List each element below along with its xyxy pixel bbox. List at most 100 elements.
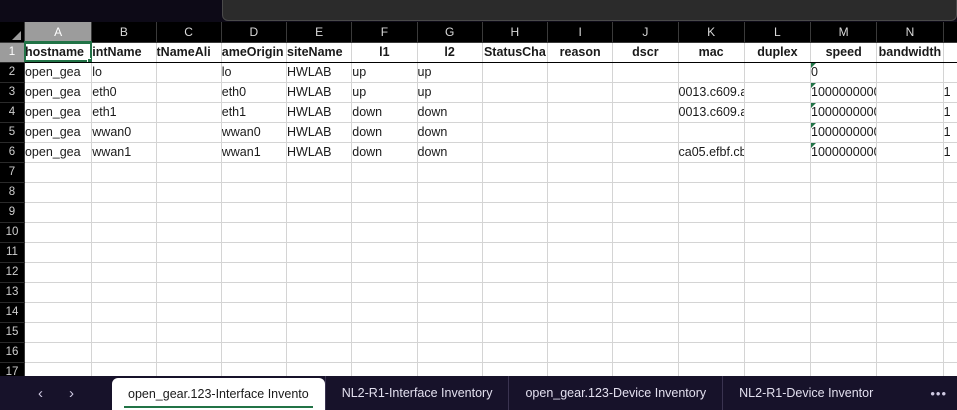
cell-i9[interactable] [547, 202, 614, 223]
cell-b4[interactable]: eth1 [91, 102, 157, 123]
cell-m7[interactable] [810, 162, 878, 183]
cell-i7[interactable] [547, 162, 614, 183]
cell-k13[interactable] [678, 282, 745, 303]
cell-d3[interactable]: eth0 [221, 82, 288, 103]
header-cell-j1[interactable]: dscr [612, 42, 679, 63]
cell-o13[interactable] [943, 282, 957, 303]
cell-b2[interactable]: lo [91, 62, 157, 83]
cell-c4[interactable] [156, 102, 222, 123]
cell-j2[interactable] [612, 62, 679, 83]
header-cell-m1[interactable]: speed [810, 42, 878, 63]
prev-sheet-icon[interactable]: ‹ [38, 384, 43, 402]
header-cell-b1[interactable]: intName [91, 42, 157, 63]
cell-h11[interactable] [482, 242, 549, 263]
cell-f8[interactable] [351, 182, 418, 203]
cell-b11[interactable] [91, 242, 157, 263]
cell-d13[interactable] [221, 282, 288, 303]
cell-f15[interactable] [351, 322, 418, 343]
cell-h6[interactable] [482, 142, 549, 163]
cell-f4[interactable]: down [351, 102, 418, 123]
cell-b7[interactable] [91, 162, 157, 183]
cell-h14[interactable] [482, 302, 549, 323]
cell-j5[interactable] [612, 122, 679, 143]
cell-a2[interactable]: open_gea [24, 62, 93, 83]
cell-m3[interactable]: 1000000000 [810, 82, 878, 103]
cell-d10[interactable] [221, 222, 288, 243]
cell-c10[interactable] [156, 222, 222, 243]
cell-b16[interactable] [91, 342, 157, 363]
cell-e13[interactable] [286, 282, 353, 303]
cell-j11[interactable] [612, 242, 679, 263]
cell-i16[interactable] [547, 342, 614, 363]
cell-n13[interactable] [876, 282, 944, 303]
cell-e10[interactable] [286, 222, 353, 243]
sheet-tab-1[interactable]: open_gear.123-Interface Invento [112, 378, 325, 410]
cell-m9[interactable] [810, 202, 878, 223]
cell-m4[interactable]: 1000000000 [810, 102, 878, 123]
cell-f17[interactable] [351, 362, 418, 378]
cell-m6[interactable]: 1000000000 [810, 142, 878, 163]
cell-m11[interactable] [810, 242, 878, 263]
cell-e14[interactable] [286, 302, 353, 323]
column-header-f[interactable]: F [351, 22, 418, 43]
cell-h7[interactable] [482, 162, 549, 183]
row-header-4[interactable]: 4 [0, 102, 25, 123]
cell-m5[interactable]: 1000000000 [810, 122, 878, 143]
cell-b12[interactable] [91, 262, 157, 283]
header-cell-a1[interactable]: hostname [24, 42, 93, 63]
column-header-d[interactable]: D [221, 22, 288, 43]
cell-k14[interactable] [678, 302, 745, 323]
cell-j4[interactable] [612, 102, 679, 123]
cell-m8[interactable] [810, 182, 878, 203]
cell-l5[interactable] [744, 122, 812, 143]
cell-e2[interactable]: HWLAB [286, 62, 353, 83]
cell-l14[interactable] [744, 302, 812, 323]
cell-h3[interactable] [482, 82, 549, 103]
cell-e4[interactable]: HWLAB [286, 102, 353, 123]
cell-m16[interactable] [810, 342, 878, 363]
cell-i3[interactable] [547, 82, 614, 103]
row-header-8[interactable]: 8 [0, 182, 25, 203]
cell-g13[interactable] [417, 282, 483, 303]
cell-j14[interactable] [612, 302, 679, 323]
column-header-a[interactable]: A [24, 22, 93, 43]
cell-j17[interactable] [612, 362, 679, 378]
cell-a3[interactable]: open_gea [24, 82, 93, 103]
cell-i15[interactable] [547, 322, 614, 343]
row-header-12[interactable]: 12 [0, 262, 25, 283]
header-cell-k1[interactable]: mac [678, 42, 745, 63]
row-header-16[interactable]: 16 [0, 342, 25, 363]
column-header-e[interactable]: E [286, 22, 353, 43]
column-header-b[interactable]: B [91, 22, 157, 43]
cell-k2[interactable] [678, 62, 745, 83]
cell-j3[interactable] [612, 82, 679, 103]
column-header-o[interactable]: O [943, 22, 957, 43]
formula-bar-panel[interactable] [222, 0, 957, 21]
cell-k12[interactable] [678, 262, 745, 283]
cell-b3[interactable]: eth0 [91, 82, 157, 103]
row-header-10[interactable]: 10 [0, 222, 25, 243]
cell-a11[interactable] [24, 242, 93, 263]
cell-d12[interactable] [221, 262, 288, 283]
cell-c9[interactable] [156, 202, 222, 223]
cell-e9[interactable] [286, 202, 353, 223]
cell-h13[interactable] [482, 282, 549, 303]
cell-k7[interactable] [678, 162, 745, 183]
cell-d7[interactable] [221, 162, 288, 183]
cell-c6[interactable] [156, 142, 222, 163]
cell-o12[interactable] [943, 262, 957, 283]
cell-g4[interactable]: down [417, 102, 483, 123]
cell-g6[interactable]: down [417, 142, 483, 163]
cell-o17[interactable] [943, 362, 957, 378]
cell-g10[interactable] [417, 222, 483, 243]
cell-f2[interactable]: up [351, 62, 418, 83]
cell-k10[interactable] [678, 222, 745, 243]
header-cell-n1[interactable]: bandwidth [876, 42, 944, 63]
cell-n8[interactable] [876, 182, 944, 203]
cell-a9[interactable] [24, 202, 93, 223]
cell-g14[interactable] [417, 302, 483, 323]
cell-l10[interactable] [744, 222, 812, 243]
cell-b6[interactable]: wwan1 [91, 142, 157, 163]
cell-c3[interactable] [156, 82, 222, 103]
cell-o7[interactable] [943, 162, 957, 183]
